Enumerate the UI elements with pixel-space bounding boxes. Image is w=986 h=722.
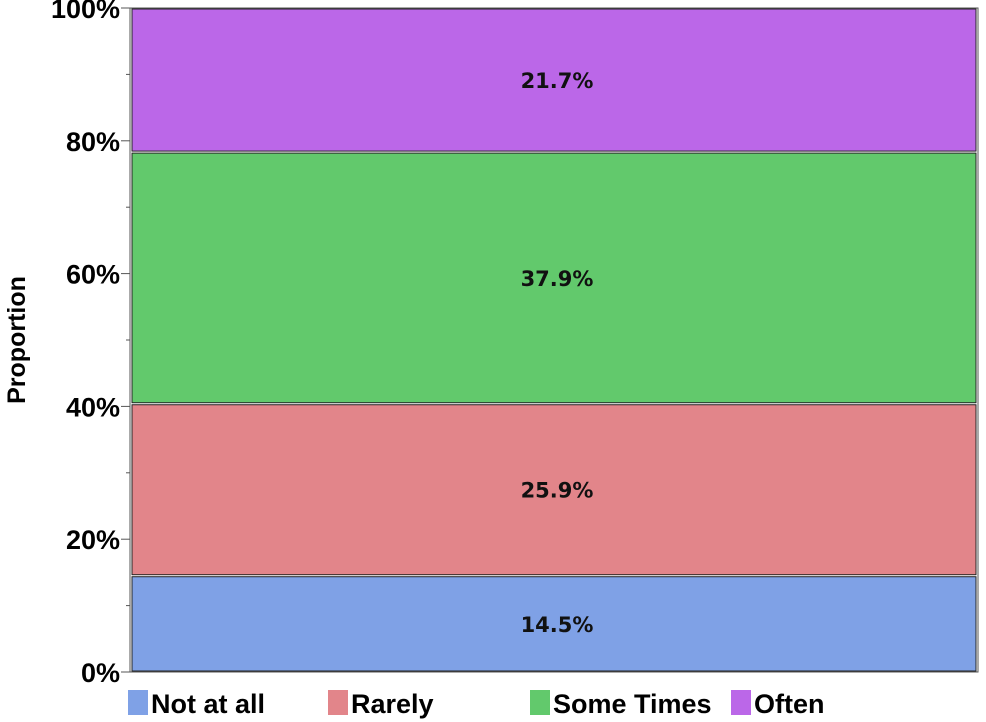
segment-some-times [131,152,977,404]
y-tick-label: 40% [66,392,120,422]
y-tick-label: 100% [51,0,120,24]
data-label-not-at-all: 14.5% [521,613,594,637]
y-tick-label: 20% [66,525,120,555]
stacked-segments [131,8,977,672]
y-axis: 0% 20% 40% 60% 80% 100% [51,0,131,688]
legend-swatch-not-at-all [128,690,148,715]
y-tick-label: 0% [81,658,120,688]
y-tick-label: 60% [66,260,120,290]
legend-label-not-at-all: Not at all [151,689,265,719]
segment-rarely [131,404,977,576]
y-tick-label: 80% [66,127,120,157]
segment-often [131,8,977,152]
y-axis-title: Proportion [3,276,31,404]
legend-swatch-some-times [530,690,550,715]
segment-labels: 14.5% 25.9% 37.9% 21.7% [521,69,594,637]
legend-swatch-rarely [328,690,348,715]
data-label-rarely: 25.9% [521,479,594,503]
legend-label-some-times: Some Times [553,689,712,719]
legend: Not at all Rarely Some Times Often [128,689,825,719]
data-label-often: 21.7% [521,69,594,93]
legend-swatch-often [731,690,751,715]
data-label-some-times: 37.9% [521,267,594,291]
legend-label-often: Often [754,689,825,719]
segment-not-at-all [131,576,977,672]
legend-label-rarely: Rarely [351,689,434,719]
